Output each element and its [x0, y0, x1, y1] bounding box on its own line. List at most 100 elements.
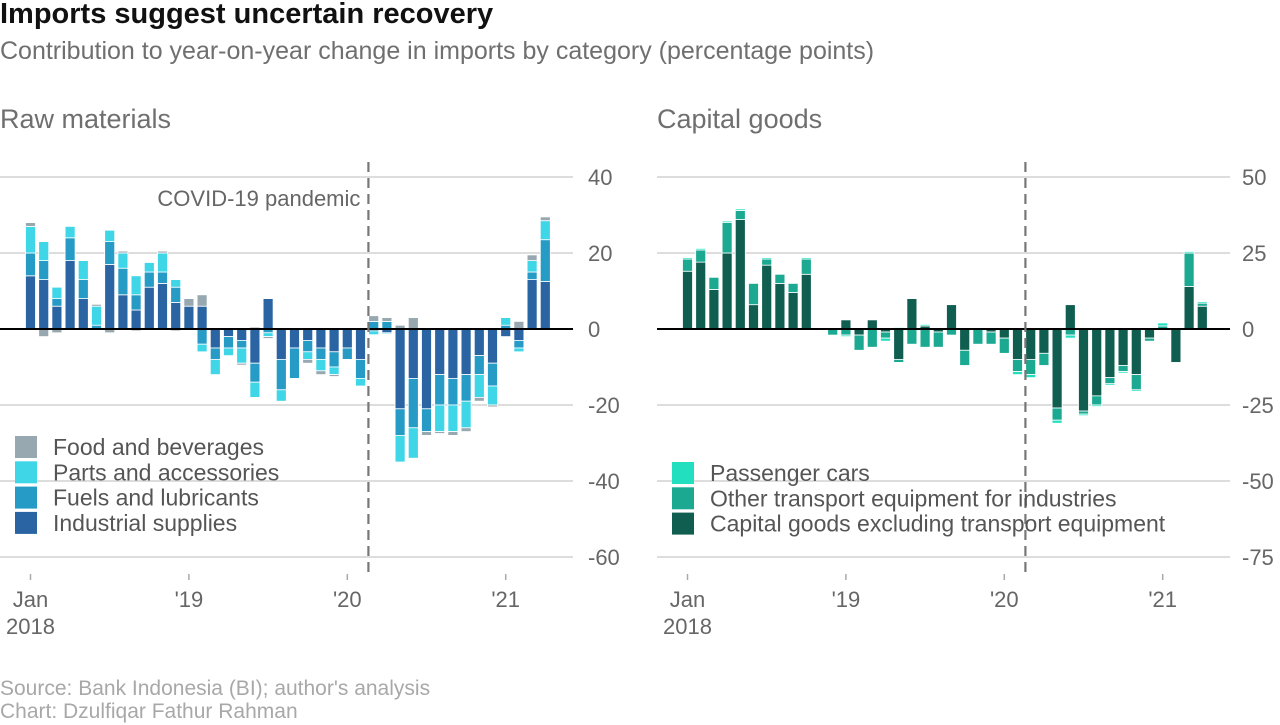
bar-capital_ex	[1038, 328, 1050, 354]
bar-capital_ex	[1117, 328, 1129, 366]
bar-fuels	[487, 362, 498, 387]
bar-cars	[1130, 389, 1142, 392]
bar-food	[381, 317, 393, 322]
bar-capital_ex	[959, 328, 971, 351]
y-tick-label: 20	[588, 241, 612, 266]
bar-parts	[117, 252, 129, 269]
bar-cars	[761, 257, 773, 260]
bar-other_transport	[1117, 365, 1129, 372]
bar-other_transport	[985, 331, 997, 345]
x-tick-label: '19	[832, 587, 861, 612]
legend-swatch	[672, 512, 694, 535]
bar-parts	[500, 317, 512, 326]
bar-fuels	[143, 271, 155, 288]
bar-industrial	[473, 328, 485, 357]
bar-cars	[919, 324, 931, 327]
bar-cars	[1183, 251, 1195, 254]
bar-fuels	[473, 355, 485, 376]
source-note: Source: Bank Indonesia (BI); author's an…	[0, 677, 431, 700]
bar-capital_ex	[761, 264, 773, 330]
x-tick-label: Jan	[670, 587, 705, 612]
bar-parts	[196, 343, 208, 353]
bar-capital_ex	[695, 261, 707, 330]
bar-cars	[1104, 383, 1116, 386]
bar-industrial	[500, 328, 512, 337]
bar-food	[302, 358, 314, 364]
bar-parts	[513, 347, 525, 353]
bar-parts	[143, 262, 155, 273]
bar-industrial	[394, 328, 406, 410]
bar-parts	[275, 389, 287, 402]
chart-title: Imports suggest uncertain recovery	[0, 0, 494, 30]
bar-fuels	[209, 347, 221, 360]
bar-fuels	[447, 377, 459, 406]
bar-capital_ex	[893, 328, 905, 360]
bar-parts	[157, 252, 168, 273]
y-tick-label: -50	[1242, 469, 1274, 494]
bar-industrial	[328, 328, 340, 353]
bar-fuels	[302, 339, 314, 353]
bar-other_transport	[906, 328, 918, 345]
bar-parts	[25, 225, 36, 254]
bar-other_transport	[787, 282, 799, 293]
bar-industrial	[51, 305, 63, 330]
bar-capital_ex	[682, 270, 693, 330]
bar-fuels	[407, 377, 419, 429]
bar-capital_ex	[1078, 328, 1089, 412]
panel-title-capital-goods: Capital goods	[657, 104, 823, 134]
bar-food	[434, 431, 446, 434]
bar-parts	[368, 330, 380, 336]
bar-cars	[682, 257, 693, 260]
y-tick-label: 0	[1242, 317, 1254, 342]
bar-other_transport	[1196, 302, 1208, 307]
bar-parts	[38, 241, 50, 262]
bar-capital_ex	[800, 273, 812, 330]
y-tick-label: 25	[1242, 241, 1266, 266]
bar-other_transport	[1038, 352, 1050, 366]
bar-food	[315, 370, 327, 375]
bar-capital_ex	[787, 292, 799, 330]
bar-food	[407, 317, 419, 330]
bar-food	[38, 328, 50, 337]
bar-capital_ex	[1012, 328, 1023, 360]
bar-capital_ex	[1104, 328, 1116, 379]
bar-parts	[539, 220, 551, 241]
bar-industrial	[539, 281, 551, 330]
bar-industrial	[117, 294, 129, 330]
legend-label: Parts and accessories	[53, 459, 279, 485]
bar-food	[25, 222, 36, 227]
bar-other_transport	[893, 358, 905, 363]
bar-other_transport	[1078, 410, 1089, 415]
bar-fuels	[223, 336, 234, 349]
bar-other_transport	[853, 334, 865, 351]
bar-capital_ex	[1091, 328, 1103, 397]
bar-fuels	[196, 328, 208, 345]
bar-cars	[1196, 301, 1208, 304]
bar-cars	[800, 257, 812, 260]
x-tick-label-year: 2018	[6, 614, 55, 639]
bar-other_transport	[748, 282, 759, 306]
bar-other_transport	[919, 328, 931, 348]
y-tick-label: 0	[588, 317, 600, 342]
x-tick-label-year: 2018	[663, 614, 712, 639]
bar-fuels	[130, 294, 142, 311]
bar-food	[447, 431, 459, 436]
bar-cars	[1078, 413, 1089, 417]
bar-other_transport	[721, 222, 733, 254]
bar-industrial	[315, 328, 327, 349]
bar-food	[460, 427, 472, 432]
bar-industrial	[143, 286, 155, 330]
bar-industrial	[236, 328, 248, 341]
bar-capital_ex	[1144, 328, 1155, 339]
bar-industrial	[77, 298, 89, 330]
bar-fuels	[355, 358, 366, 379]
bar-capital_ex	[734, 219, 746, 330]
bar-parts	[104, 229, 116, 242]
bar-industrial	[25, 275, 36, 330]
bar-parts	[407, 427, 419, 459]
bar-parts	[487, 385, 498, 406]
bar-fuels	[421, 408, 432, 432]
bar-capital_ex	[998, 328, 1010, 339]
